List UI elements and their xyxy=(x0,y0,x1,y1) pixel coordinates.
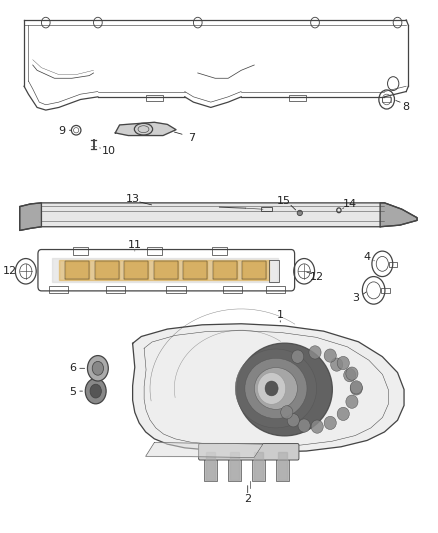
Polygon shape xyxy=(184,261,207,279)
Text: 14: 14 xyxy=(343,199,357,209)
Bar xyxy=(223,286,242,293)
Text: 13: 13 xyxy=(126,193,140,204)
Bar xyxy=(147,247,162,255)
Polygon shape xyxy=(146,442,263,457)
Polygon shape xyxy=(20,203,42,230)
Bar xyxy=(49,286,68,293)
Ellipse shape xyxy=(292,350,304,364)
Polygon shape xyxy=(213,261,237,279)
Polygon shape xyxy=(115,122,176,135)
Text: 15: 15 xyxy=(277,196,291,206)
Text: 8: 8 xyxy=(402,102,409,112)
Text: 12: 12 xyxy=(3,266,17,276)
Ellipse shape xyxy=(311,420,323,433)
Ellipse shape xyxy=(350,381,362,394)
Text: 11: 11 xyxy=(128,240,142,251)
Text: 10: 10 xyxy=(102,146,116,156)
Text: 7: 7 xyxy=(188,133,195,143)
Ellipse shape xyxy=(237,343,332,436)
Ellipse shape xyxy=(324,349,336,362)
Text: 12: 12 xyxy=(310,272,324,282)
Polygon shape xyxy=(20,203,417,230)
Bar xyxy=(106,286,125,293)
Bar xyxy=(228,449,241,481)
Polygon shape xyxy=(254,452,263,480)
Ellipse shape xyxy=(235,349,317,428)
Polygon shape xyxy=(124,261,148,279)
Ellipse shape xyxy=(344,368,356,382)
Polygon shape xyxy=(380,203,417,227)
Ellipse shape xyxy=(258,373,286,405)
Polygon shape xyxy=(65,261,89,279)
FancyBboxPatch shape xyxy=(198,443,299,460)
Polygon shape xyxy=(133,324,404,452)
Polygon shape xyxy=(206,452,215,480)
Text: 4: 4 xyxy=(364,252,371,262)
Ellipse shape xyxy=(287,414,300,427)
Ellipse shape xyxy=(309,346,321,359)
Bar xyxy=(252,449,265,481)
Polygon shape xyxy=(52,258,278,282)
Bar xyxy=(381,288,390,293)
Circle shape xyxy=(88,356,108,381)
Bar xyxy=(289,95,306,101)
Ellipse shape xyxy=(254,368,297,409)
Text: 1: 1 xyxy=(277,310,284,320)
Bar xyxy=(389,262,397,266)
Ellipse shape xyxy=(337,357,350,369)
Bar xyxy=(261,207,272,211)
Ellipse shape xyxy=(297,211,302,216)
Bar xyxy=(204,449,217,481)
Text: 5: 5 xyxy=(69,387,76,397)
Circle shape xyxy=(90,384,101,398)
Text: 9: 9 xyxy=(59,126,66,136)
Text: 6: 6 xyxy=(69,364,76,373)
Polygon shape xyxy=(278,452,287,480)
Polygon shape xyxy=(243,261,266,279)
Ellipse shape xyxy=(324,416,336,430)
Ellipse shape xyxy=(337,407,350,421)
Bar xyxy=(73,247,88,255)
Bar xyxy=(269,260,279,282)
Polygon shape xyxy=(59,260,269,280)
Polygon shape xyxy=(230,452,239,480)
Ellipse shape xyxy=(281,406,293,419)
Bar xyxy=(166,286,186,293)
Polygon shape xyxy=(95,261,119,279)
Circle shape xyxy=(85,378,106,404)
Ellipse shape xyxy=(298,419,310,432)
Text: 3: 3 xyxy=(352,293,359,303)
Ellipse shape xyxy=(346,395,358,408)
Ellipse shape xyxy=(331,358,343,371)
Ellipse shape xyxy=(265,381,278,396)
Circle shape xyxy=(92,361,103,375)
Bar xyxy=(382,97,391,102)
Bar xyxy=(212,247,227,255)
Ellipse shape xyxy=(346,367,358,380)
Ellipse shape xyxy=(350,382,362,395)
Bar xyxy=(266,286,286,293)
Text: 2: 2 xyxy=(244,494,251,504)
Bar xyxy=(146,95,163,101)
Polygon shape xyxy=(154,261,178,279)
Bar xyxy=(276,449,289,481)
Ellipse shape xyxy=(245,358,307,418)
